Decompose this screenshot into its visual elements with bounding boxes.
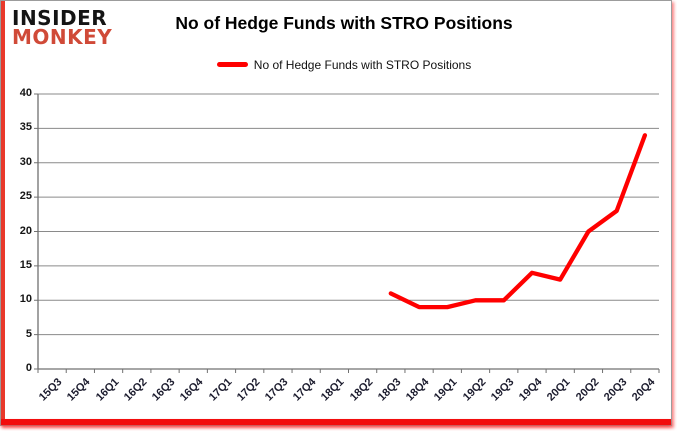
y-axis-tick-label: 35 <box>19 121 32 134</box>
legend-line-marker <box>216 62 248 68</box>
bottom-red-accent-bar <box>1 419 671 425</box>
legend-label: No of Hedge Funds with STRO Positions <box>253 57 472 72</box>
y-axis-tick-label: 10 <box>19 293 32 306</box>
y-axis-tick-label: 25 <box>19 190 32 203</box>
insider-monkey-logo: INSIDER MONKEY <box>12 8 112 47</box>
logo-text-insider: INSIDER <box>12 6 108 30</box>
left-red-accent-bar <box>1 1 5 425</box>
legend: No of Hedge Funds with STRO Positions <box>1 56 671 74</box>
logo-text-monkey: MONKEY <box>12 25 113 49</box>
y-axis-tick-label: 15 <box>19 258 32 271</box>
y-axis-tick-label: 5 <box>25 327 32 340</box>
y-axis-tick-label: 20 <box>19 224 32 237</box>
y-axis-tick-label: 0 <box>25 362 32 374</box>
y-axis-tick-label: 40 <box>19 87 32 99</box>
y-axis-tick-label: 30 <box>19 155 32 168</box>
chart-title: No of Hedge Funds with STRO Positions <box>175 13 513 33</box>
